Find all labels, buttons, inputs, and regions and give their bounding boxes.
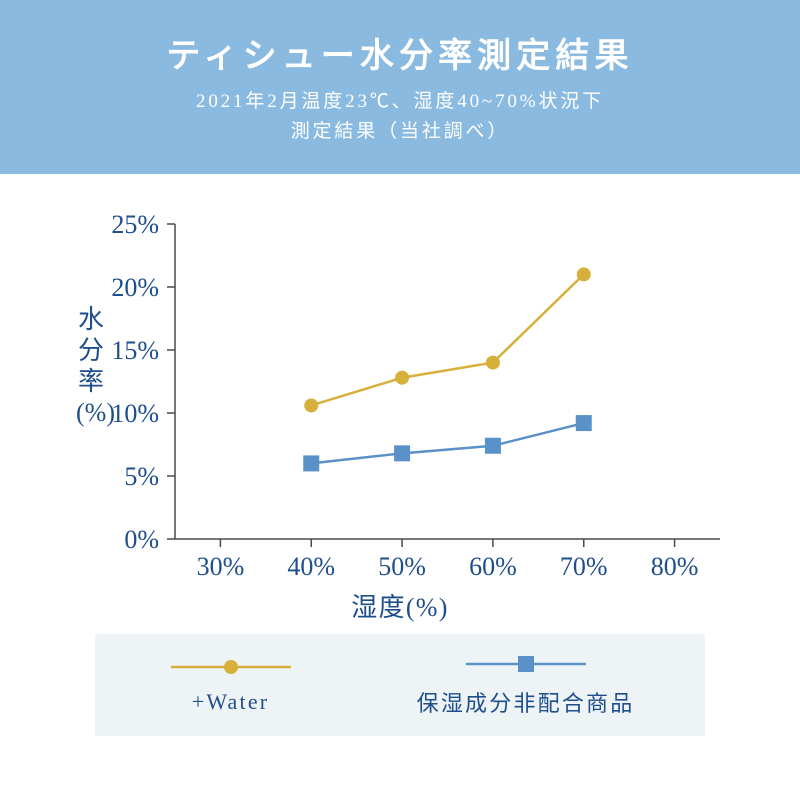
x-tick-label: 80% [651,552,699,581]
x-tick-label: 60% [469,552,517,581]
y-tick-label: 25% [111,210,159,239]
header-subtitle-line1: 2021年2月温度23℃、湿度40~70%状況下 [196,91,604,112]
legend-item-other: 保湿成分非配合商品 [417,654,635,718]
legend-item-water: +Water [166,657,296,715]
x-axis-label: 湿度(%) [0,587,800,624]
legend-label-other: 保湿成分非配合商品 [417,686,635,718]
series-marker-square [576,415,592,431]
series-marker-circle [395,371,409,385]
y-tick-label: 20% [111,273,159,302]
chart-svg: 0% 5% 10% 15% 20% 25% 30% 40% 50% 60% 70% 80% [0,174,800,634]
series-marker-circle [486,355,500,369]
y-tick-label: 0% [124,525,159,554]
chart-container: 水 分 率 (%) 0% 5% 10% 15% 20% 25% 30% 40% 50% 60% 70… [0,174,800,634]
y-tick-label: 10% [111,399,159,428]
legend: +Water 保湿成分非配合商品 [95,634,705,736]
chart-header: ティシュー水分率測定結果 2021年2月温度23℃、湿度40~70%状況下 測定… [0,0,800,174]
series-line [311,274,584,405]
header-title: ティシュー水分率測定結果 [10,28,790,77]
header-subtitle: 2021年2月温度23℃、湿度40~70%状況下 測定結果（当社調べ） [10,87,790,148]
series-marker-square [303,455,319,471]
x-tick-label: 50% [378,552,426,581]
series-line [311,423,584,463]
x-tick-label: 70% [560,552,608,581]
y-tick-label: 5% [124,462,159,491]
y-axis-label: 水 分 率 (%) [76,304,106,429]
x-tick-label: 30% [197,552,245,581]
header-subtitle-line2: 測定結果（当社調べ） [291,121,510,142]
series-marker-square [485,438,501,454]
series-marker-circle [304,398,318,412]
series-marker-square [394,445,410,461]
legend-swatch-other [461,654,591,674]
legend-label-water: +Water [192,689,270,715]
y-tick-label: 15% [111,336,159,365]
series-marker-circle [577,267,591,281]
x-tick-label: 40% [287,552,335,581]
legend-swatch-water [166,657,296,677]
